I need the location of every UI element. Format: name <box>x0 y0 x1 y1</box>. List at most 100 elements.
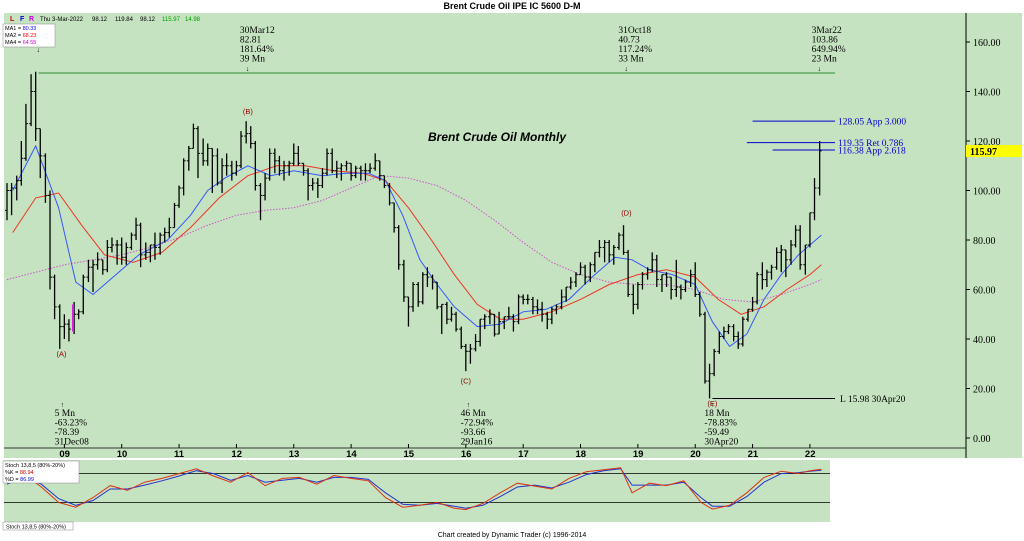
ohlc-bar <box>105 240 110 273</box>
ohlc-bar <box>91 259 96 292</box>
y-tick-label: 100.00 <box>973 187 1001 198</box>
ohlc-bar <box>23 103 28 161</box>
ohlc-bar <box>764 269 769 288</box>
ohlc-bar <box>349 162 354 181</box>
bar-info-header: L F R Thu 3-Mar-2022 98.12 119.84 98.12 … <box>2 16 201 48</box>
ohlc-bar <box>664 272 669 288</box>
ohlc-bar <box>717 331 722 354</box>
top-annotation-text: 103.86 <box>812 36 838 46</box>
x-tick-label: 14 <box>346 449 357 460</box>
ohlc-bar <box>702 311 707 384</box>
stochastic-d-legend: %D = 86.99 <box>5 477 34 483</box>
ohlc-bar <box>29 74 34 127</box>
ohlc-bar <box>124 242 129 265</box>
ohlc-bar <box>602 240 607 263</box>
ohlc-bar <box>134 217 139 240</box>
ohlc-bar <box>521 294 526 305</box>
ohlc-bar <box>631 284 636 315</box>
ohlc-bar <box>497 311 502 335</box>
price-bars-layer <box>5 71 822 399</box>
ohlc-bar <box>306 168 311 201</box>
ohlc-bar <box>688 269 693 288</box>
top-annotation-text: 82.81 <box>240 36 262 46</box>
x-tick-label: 15 <box>403 449 414 460</box>
ohlc-bar <box>186 145 191 171</box>
ohlc-bar <box>229 160 234 181</box>
wave-label: (B) <box>243 107 254 116</box>
ohlc-bar <box>201 138 206 166</box>
stochastic-legend-box <box>2 460 80 484</box>
ohlc-bar <box>721 326 726 339</box>
ohlc-bar <box>463 343 468 372</box>
ohlc-bar <box>115 240 120 265</box>
ohlc-bar <box>172 202 177 229</box>
ohlc-bar <box>635 282 640 310</box>
ohlc-bar <box>540 301 545 322</box>
ohlc-bar <box>368 163 373 174</box>
ohlc-bar <box>76 309 81 320</box>
ohlc-bar <box>5 183 9 221</box>
ohlc-bar <box>807 212 812 248</box>
l-marker[interactable]: L <box>10 16 15 23</box>
bar-date: Thu 3-Mar-2022 <box>40 17 84 23</box>
ohlc-bar <box>583 264 588 285</box>
ohlc-bar <box>167 217 172 238</box>
bottom-annotation-text: 29Jan16 <box>461 438 493 448</box>
x-tick-label: 13 <box>289 449 300 460</box>
ohlc-bar <box>358 165 363 181</box>
stochastic-layer <box>4 467 830 511</box>
stochastic-bottom-tab[interactable] <box>2 521 74 531</box>
stochastic-bottom-label: Stoch 13,8,5 (80%-20%) <box>6 525 66 531</box>
ohlc-bar <box>678 284 683 300</box>
stochastic-d-label: %D = <box>5 477 20 483</box>
ohlc-bar <box>48 190 53 290</box>
y-tick-label: 60.00 <box>973 286 996 297</box>
ohlc-bar <box>406 296 411 327</box>
wave-label: (D) <box>621 208 632 217</box>
f-marker[interactable]: F <box>20 16 25 23</box>
ohlc-bar <box>258 183 263 221</box>
ohlc-bar <box>697 291 702 317</box>
ohlc-bar <box>215 148 220 186</box>
y-tick-label: 160.00 <box>973 38 1001 49</box>
low-reference-label: L 15.98 30Apr20 <box>840 395 906 405</box>
ohlc-bar <box>181 158 186 196</box>
ohlc-bar <box>607 240 612 263</box>
stochastic-k-line <box>6 467 822 511</box>
ohlc-bar <box>559 289 564 310</box>
ohlc-bar <box>420 272 425 305</box>
ohlc-bar <box>640 272 645 290</box>
ohlc-bar <box>95 252 100 270</box>
ohlc-bar <box>334 160 339 179</box>
ohlc-bar <box>750 296 755 312</box>
ohlc-bar <box>803 244 808 275</box>
ohlc-bar <box>769 264 774 280</box>
ohlc-bar <box>482 314 487 330</box>
top-annotation-text: 33 Mn <box>618 55 643 65</box>
x-tick-label: 18 <box>576 449 587 460</box>
ohlc-bar <box>435 281 440 310</box>
bottom-annotation-text: -93.66 <box>461 428 486 438</box>
ohlc-bar <box>755 272 760 305</box>
ohlc-bar <box>789 240 794 265</box>
top-annotation-text: 117.24% <box>618 45 652 55</box>
ohlc-bar <box>382 175 387 189</box>
r-marker[interactable]: R <box>29 16 34 23</box>
stochastic-k-label: %K = <box>5 470 20 476</box>
ohlc-bar <box>272 148 277 174</box>
ohlc-bar <box>377 160 382 181</box>
down-arrow-icon: ↓ <box>246 66 250 73</box>
bar-low: 98.12 <box>140 17 156 23</box>
stochastic-plot-area[interactable] <box>4 460 830 522</box>
stochastic-k-legend: %K = 88.94 <box>5 470 34 476</box>
ohlc-bar <box>162 227 167 243</box>
top-annotation-text: 181.64% <box>240 45 274 55</box>
ohlc-bar <box>530 296 535 315</box>
wave-label: (A) <box>56 349 67 358</box>
ohlc-bar <box>592 251 597 273</box>
top-annotation-text: 3Mar22 <box>812 26 842 36</box>
ohlc-bar <box>545 311 550 330</box>
up-arrow-icon: ↑ <box>61 402 65 409</box>
